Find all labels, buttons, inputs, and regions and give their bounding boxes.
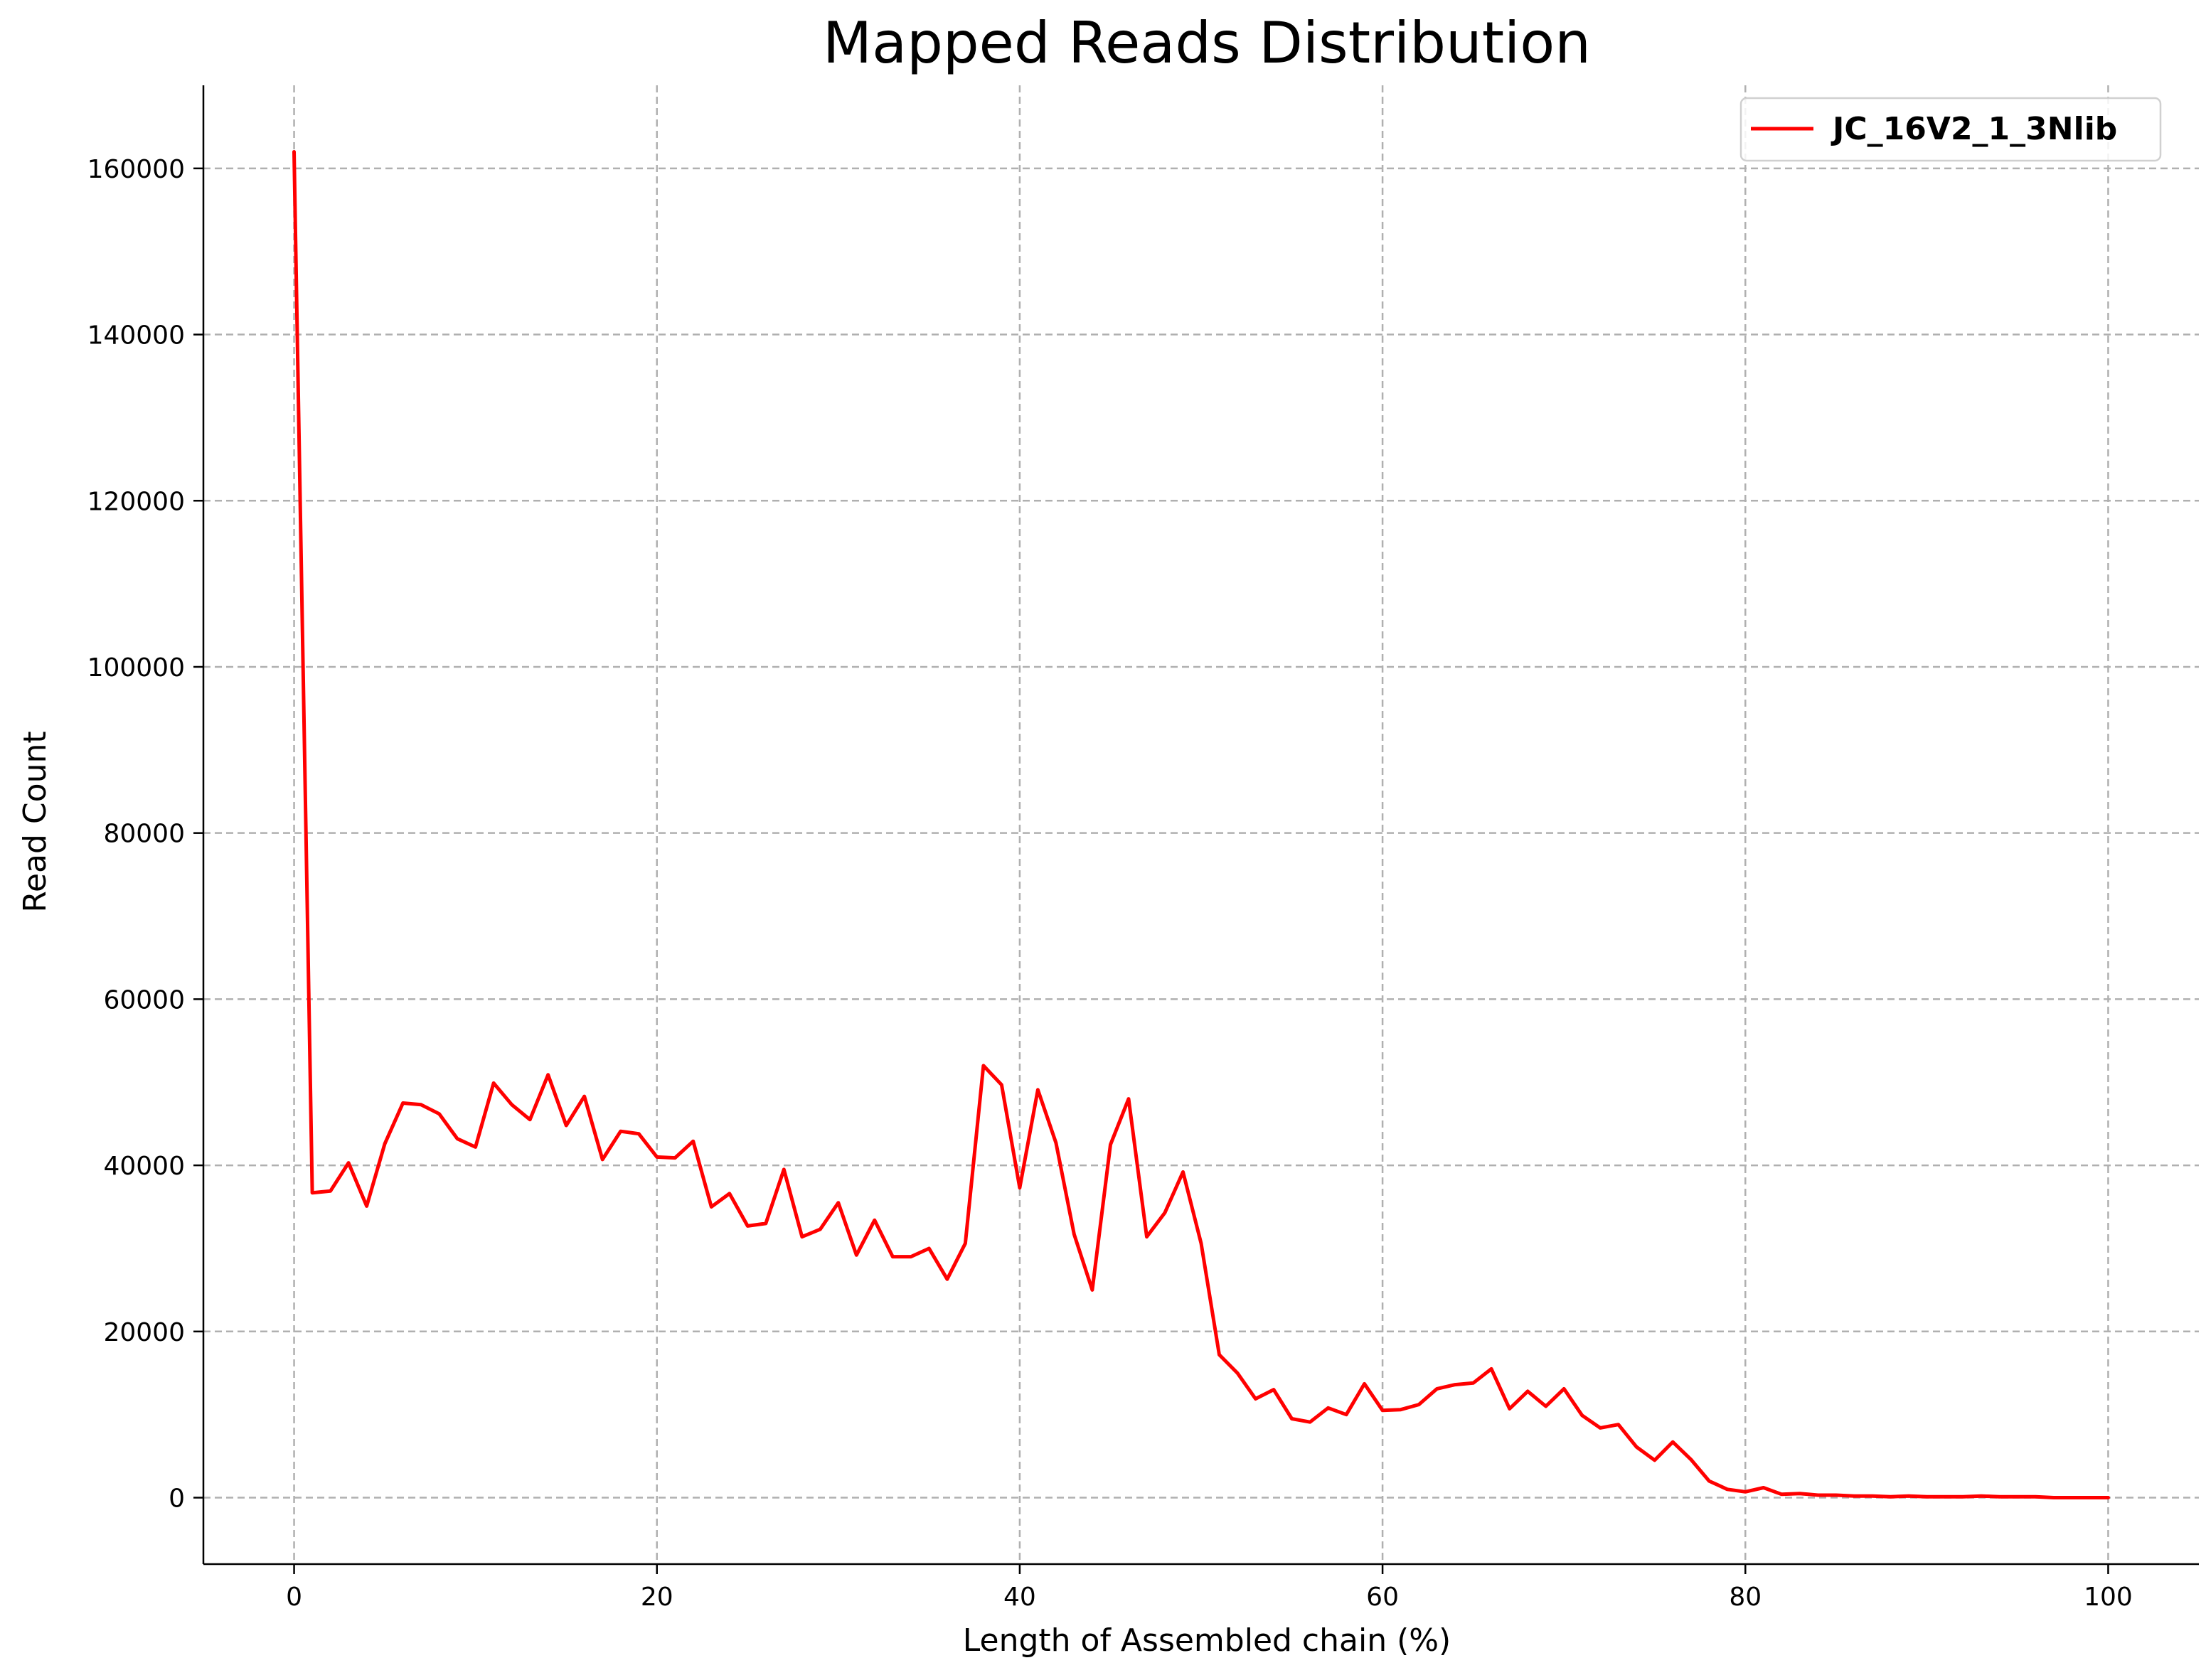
y-tick-label: 100000 xyxy=(87,653,185,683)
y-tick-label: 120000 xyxy=(87,487,185,516)
x-axis-label: Length of Assembled chain (%) xyxy=(963,1622,1451,1659)
series-line-0 xyxy=(292,150,2110,1499)
x-tick-label: 60 xyxy=(1366,1583,1399,1612)
legend-label: JC_16V2_1_3Nlib xyxy=(1831,111,2117,147)
x-tick-label: 100 xyxy=(2084,1583,2133,1612)
axes xyxy=(193,85,2199,1574)
x-tick-label: 80 xyxy=(1729,1583,1762,1612)
chart-title: Mapped Reads Distribution xyxy=(823,10,1591,76)
y-tick-label: 80000 xyxy=(103,820,185,849)
y-tick-label: 0 xyxy=(169,1484,185,1514)
legend-box xyxy=(1739,97,2162,162)
x-tick-label: 40 xyxy=(1003,1583,1036,1612)
grid-lines xyxy=(203,85,2199,1564)
legend: JC_16V2_1_3Nlib xyxy=(1739,97,2162,162)
tick-labels: 0 20 40 60 80 100 0 20000 40000 60000 80000 100000 1… xyxy=(87,155,2133,1612)
y-axis-label: Read Count xyxy=(17,731,53,912)
y-tick-label: 60000 xyxy=(103,985,185,1015)
y-tick-label: 20000 xyxy=(103,1318,185,1347)
x-tick-label: 20 xyxy=(641,1583,673,1612)
y-tick-label: 140000 xyxy=(87,321,185,351)
series-layer xyxy=(292,150,2110,1499)
y-tick-label: 160000 xyxy=(87,155,185,184)
y-tick-label: 40000 xyxy=(103,1152,185,1181)
x-tick-label: 0 xyxy=(286,1583,302,1612)
